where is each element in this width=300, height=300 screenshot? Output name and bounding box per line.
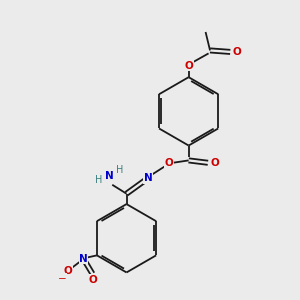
- Text: N: N: [143, 173, 152, 183]
- Text: −: −: [58, 274, 67, 284]
- Text: O: O: [184, 61, 193, 71]
- Text: N: N: [79, 254, 88, 264]
- Text: O: O: [88, 275, 97, 285]
- Text: O: O: [232, 47, 241, 57]
- Text: O: O: [210, 158, 219, 168]
- Text: N: N: [106, 172, 114, 182]
- Text: O: O: [165, 158, 174, 168]
- Text: O: O: [64, 266, 73, 276]
- Text: H: H: [95, 175, 103, 185]
- Text: H: H: [116, 165, 123, 175]
